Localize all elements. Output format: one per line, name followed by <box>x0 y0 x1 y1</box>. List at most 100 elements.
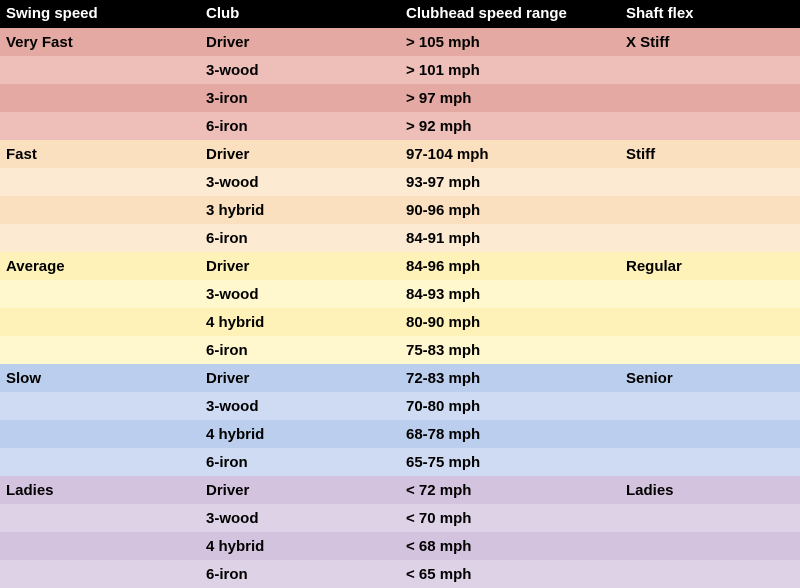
cell-shaft-flex <box>620 420 800 448</box>
cell-shaft-flex <box>620 504 800 532</box>
cell-club: 3-wood <box>200 168 400 196</box>
table-row: 4 hybrid< 68 mph <box>0 532 800 560</box>
cell-club: 3-wood <box>200 56 400 84</box>
cell-swing-speed <box>0 112 200 140</box>
table-row: 3-wood84-93 mph <box>0 280 800 308</box>
cell-speed-range: < 70 mph <box>400 504 620 532</box>
cell-speed-range: 97-104 mph <box>400 140 620 168</box>
cell-swing-speed: Very Fast <box>0 28 200 56</box>
table-row: 3-wood93-97 mph <box>0 168 800 196</box>
cell-club: Driver <box>200 140 400 168</box>
cell-speed-range: 84-91 mph <box>400 224 620 252</box>
cell-swing-speed: Average <box>0 252 200 280</box>
cell-speed-range: < 72 mph <box>400 476 620 504</box>
table-row: LadiesDriver< 72 mphLadies <box>0 476 800 504</box>
col-club: Club <box>200 0 400 28</box>
col-speed-range: Clubhead speed range <box>400 0 620 28</box>
cell-shaft-flex: X Stiff <box>620 28 800 56</box>
cell-shaft-flex <box>620 112 800 140</box>
cell-club: 3-wood <box>200 280 400 308</box>
cell-club: 6-iron <box>200 224 400 252</box>
cell-club: Driver <box>200 28 400 56</box>
cell-speed-range: > 101 mph <box>400 56 620 84</box>
col-shaft-flex: Shaft flex <box>620 0 800 28</box>
cell-swing-speed <box>0 420 200 448</box>
cell-speed-range: 65-75 mph <box>400 448 620 476</box>
cell-club: Driver <box>200 252 400 280</box>
cell-club: 6-iron <box>200 112 400 140</box>
cell-shaft-flex <box>620 84 800 112</box>
table-row: 6-iron84-91 mph <box>0 224 800 252</box>
cell-club: 3-iron <box>200 84 400 112</box>
cell-shaft-flex <box>620 224 800 252</box>
table-row: 3-wood> 101 mph <box>0 56 800 84</box>
cell-club: 3-wood <box>200 392 400 420</box>
cell-swing-speed <box>0 392 200 420</box>
cell-shaft-flex: Stiff <box>620 140 800 168</box>
table-body: Very FastDriver> 105 mphX Stiff3-wood> 1… <box>0 28 800 588</box>
cell-swing-speed: Fast <box>0 140 200 168</box>
table-header-row: Swing speed Club Clubhead speed range Sh… <box>0 0 800 28</box>
cell-swing-speed <box>0 504 200 532</box>
table-row: FastDriver97-104 mphStiff <box>0 140 800 168</box>
cell-shaft-flex: Senior <box>620 364 800 392</box>
cell-speed-range: > 105 mph <box>400 28 620 56</box>
cell-speed-range: 84-93 mph <box>400 280 620 308</box>
cell-speed-range: 75-83 mph <box>400 336 620 364</box>
cell-swing-speed <box>0 196 200 224</box>
cell-speed-range: 68-78 mph <box>400 420 620 448</box>
cell-speed-range: > 92 mph <box>400 112 620 140</box>
cell-shaft-flex: Ladies <box>620 476 800 504</box>
cell-club: Driver <box>200 476 400 504</box>
cell-swing-speed <box>0 56 200 84</box>
cell-speed-range: < 68 mph <box>400 532 620 560</box>
cell-club: 4 hybrid <box>200 532 400 560</box>
cell-club: Driver <box>200 364 400 392</box>
cell-speed-range: 93-97 mph <box>400 168 620 196</box>
cell-shaft-flex <box>620 532 800 560</box>
table-row: 3-wood70-80 mph <box>0 392 800 420</box>
cell-swing-speed <box>0 280 200 308</box>
cell-speed-range: 84-96 mph <box>400 252 620 280</box>
shaft-flex-table: Swing speed Club Clubhead speed range Sh… <box>0 0 800 588</box>
table-row: 3-wood< 70 mph <box>0 504 800 532</box>
cell-club: 6-iron <box>200 448 400 476</box>
cell-speed-range: 70-80 mph <box>400 392 620 420</box>
cell-club: 3 hybrid <box>200 196 400 224</box>
cell-swing-speed <box>0 224 200 252</box>
cell-shaft-flex <box>620 336 800 364</box>
cell-swing-speed <box>0 168 200 196</box>
table-row: 4 hybrid68-78 mph <box>0 420 800 448</box>
table-row: 4 hybrid80-90 mph <box>0 308 800 336</box>
cell-speed-range: 90-96 mph <box>400 196 620 224</box>
cell-swing-speed <box>0 308 200 336</box>
cell-shaft-flex <box>620 168 800 196</box>
table-row: Very FastDriver> 105 mphX Stiff <box>0 28 800 56</box>
cell-club: 4 hybrid <box>200 420 400 448</box>
cell-speed-range: 80-90 mph <box>400 308 620 336</box>
cell-club: 6-iron <box>200 336 400 364</box>
table-row: 6-iron75-83 mph <box>0 336 800 364</box>
table-row: 6-iron65-75 mph <box>0 448 800 476</box>
cell-club: 4 hybrid <box>200 308 400 336</box>
cell-speed-range: > 97 mph <box>400 84 620 112</box>
cell-swing-speed <box>0 336 200 364</box>
table-row: AverageDriver84-96 mphRegular <box>0 252 800 280</box>
cell-shaft-flex <box>620 280 800 308</box>
cell-swing-speed <box>0 448 200 476</box>
cell-shaft-flex <box>620 448 800 476</box>
table-row: 6-iron> 92 mph <box>0 112 800 140</box>
cell-club: 3-wood <box>200 504 400 532</box>
cell-speed-range: 72-83 mph <box>400 364 620 392</box>
cell-swing-speed: Ladies <box>0 476 200 504</box>
cell-shaft-flex <box>620 308 800 336</box>
cell-shaft-flex: Regular <box>620 252 800 280</box>
cell-shaft-flex <box>620 196 800 224</box>
table-row: 3 hybrid90-96 mph <box>0 196 800 224</box>
cell-swing-speed: Slow <box>0 364 200 392</box>
table-row: 3-iron> 97 mph <box>0 84 800 112</box>
cell-shaft-flex <box>620 392 800 420</box>
cell-swing-speed <box>0 532 200 560</box>
cell-swing-speed <box>0 84 200 112</box>
cell-shaft-flex <box>620 56 800 84</box>
